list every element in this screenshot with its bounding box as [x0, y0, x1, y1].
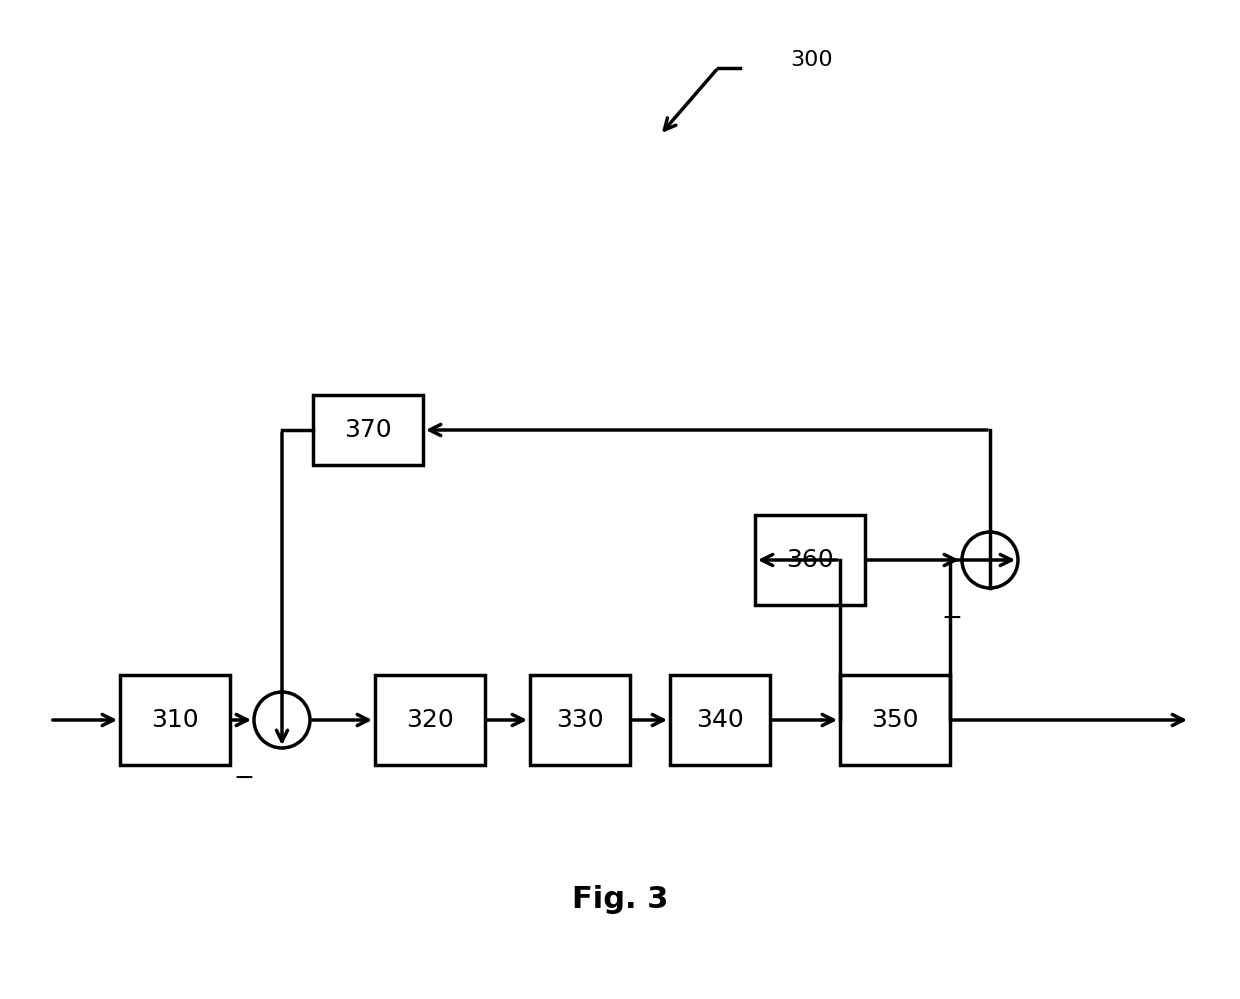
Text: 310: 310 [151, 708, 198, 732]
Text: −: − [233, 766, 254, 790]
Text: 350: 350 [872, 708, 919, 732]
Text: −: − [941, 606, 962, 630]
Text: Fig. 3: Fig. 3 [572, 885, 668, 914]
Text: 320: 320 [407, 708, 454, 732]
Bar [670, 675, 770, 765]
Bar [529, 675, 630, 765]
Text: 330: 330 [557, 708, 604, 732]
Bar [755, 515, 866, 605]
Text: 360: 360 [786, 548, 833, 572]
Text: 340: 340 [696, 708, 744, 732]
Bar [120, 675, 229, 765]
Text: 370: 370 [345, 418, 392, 442]
Text: 300: 300 [790, 50, 832, 70]
Bar [374, 675, 485, 765]
Bar [839, 675, 950, 765]
Bar [312, 395, 423, 465]
